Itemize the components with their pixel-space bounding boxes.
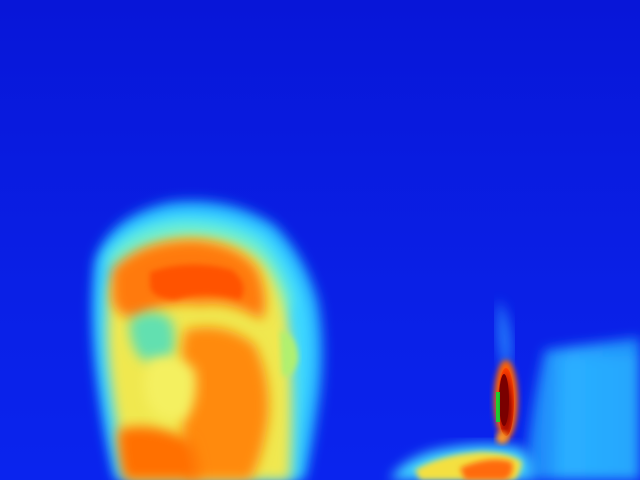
person-head — [92, 200, 323, 480]
warm-panel — [525, 338, 640, 480]
candle-flame — [494, 360, 518, 444]
candle — [390, 300, 532, 480]
